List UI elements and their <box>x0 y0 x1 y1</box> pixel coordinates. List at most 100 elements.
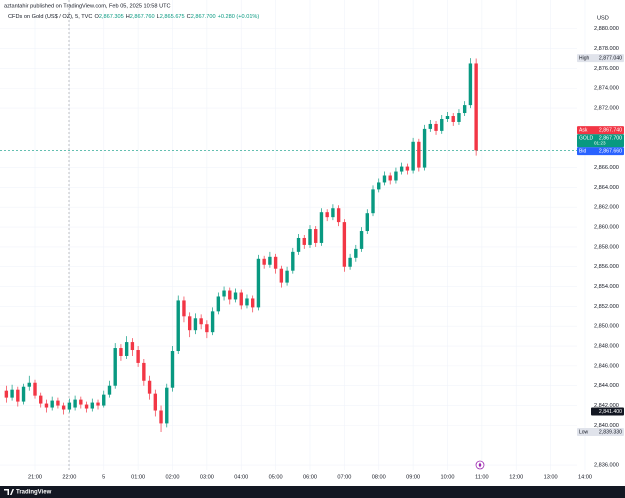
candle-body <box>365 213 369 232</box>
ohlc-key: O <box>94 14 99 20</box>
x-tick-label: 09:00 <box>406 474 420 480</box>
candle-body <box>142 362 146 381</box>
x-tick-label: 02:00 <box>165 474 179 480</box>
candle-body <box>302 237 306 245</box>
candle-body <box>107 385 112 395</box>
candle-body <box>457 113 461 122</box>
price-badge-name: Ask <box>579 127 588 133</box>
legend: CFDs on Gold (US$ / OZ), 5, TVC O2,867.30… <box>8 14 259 20</box>
candle-body <box>273 256 278 269</box>
x-tick-label: 22:00 <box>62 474 76 480</box>
candle-body <box>445 116 450 119</box>
y-tick-label: 2,836.000 <box>594 463 619 469</box>
candle-body <box>16 389 20 402</box>
y-tick-label: 2,878.000 <box>594 46 619 52</box>
candle-body <box>50 400 54 408</box>
candle-body <box>474 63 478 151</box>
price-badge <box>577 147 624 156</box>
candle-body <box>371 189 375 214</box>
y-tick-label: 2,872.000 <box>594 106 619 112</box>
candles <box>0 58 577 433</box>
ohlc-key: L <box>157 14 160 20</box>
candle-body <box>102 394 106 406</box>
footer-text: TradingView <box>16 490 52 496</box>
y-tick-label: 2,862.000 <box>594 205 619 211</box>
candle-body <box>124 342 129 356</box>
candle-body <box>314 229 318 243</box>
ohlc-value: 2,867.305 <box>99 14 124 20</box>
candle-body <box>159 410 163 424</box>
event-icon <box>475 460 485 470</box>
candle-body <box>377 182 381 190</box>
candle-body <box>251 298 255 308</box>
y-tick-label: 2,846.000 <box>594 363 619 369</box>
price-badge <box>577 126 624 135</box>
y-tick-label: 2,850.000 <box>594 324 619 330</box>
candle-body <box>147 380 152 394</box>
candle-body <box>405 166 410 171</box>
candle-body <box>382 175 387 183</box>
ohlc-key: H <box>126 14 130 20</box>
x-tick-label: 01:00 <box>131 474 145 480</box>
candle-body <box>119 348 123 356</box>
x-tick-label: 03:00 <box>200 474 214 480</box>
x-tick-label: 21:00 <box>28 474 42 480</box>
change: +0.280 (+0.01%) <box>218 14 260 20</box>
price-badge-value: 2,877.040 <box>599 55 622 61</box>
x-tick-label: 11:00 <box>475 474 489 480</box>
candle-body <box>73 399 77 408</box>
candle-body <box>4 390 9 398</box>
x-tick-label: 07:00 <box>337 474 351 480</box>
x-tick-label: 5 <box>102 474 105 480</box>
price-badge-name: GOLD <box>579 135 594 141</box>
y-tick-label: 2,858.000 <box>594 244 619 250</box>
price-badge <box>577 428 624 437</box>
candle-body <box>308 229 312 245</box>
x-tick-label: 05:00 <box>269 474 283 480</box>
candle-body <box>331 208 335 218</box>
candle-body <box>319 212 324 243</box>
ohlc-value: 2,867.700 <box>191 14 216 20</box>
candle-body <box>170 351 175 388</box>
candle-body <box>388 175 392 181</box>
candle-body <box>279 268 284 283</box>
candle-body <box>10 389 14 398</box>
y-tick-label: 2,842.000 <box>594 403 619 409</box>
candle-body <box>417 141 421 168</box>
x-tick-label: 04:00 <box>234 474 248 480</box>
price-badge-countdown: 01:23 <box>594 140 606 145</box>
y-tick-label: 2,854.000 <box>594 284 619 290</box>
candle-body <box>199 318 203 325</box>
candle-body <box>325 212 329 218</box>
candle-body <box>216 296 221 312</box>
y-tick-label: 2,856.000 <box>594 264 619 270</box>
ohlc-value: 2,867.760 <box>130 14 155 20</box>
currency: USD <box>597 15 609 21</box>
y-tick-label: 2,866.000 <box>594 165 619 171</box>
candle-body <box>33 382 37 396</box>
candle-body <box>187 316 192 331</box>
x-tick-label: 13:00 <box>544 474 558 480</box>
price-badge-value: 2,867.740 <box>599 127 622 133</box>
symbol: CFDs on Gold (US$ / OZ), 5, TVC <box>8 14 92 20</box>
candle-body <box>399 166 404 172</box>
price-badge-name: Bid <box>579 148 586 154</box>
price-badge-value: 2,867.700 <box>599 135 622 141</box>
candle-body <box>228 290 232 300</box>
candle-body <box>342 222 347 267</box>
candle-body <box>336 208 341 223</box>
y-tick-label: 2,874.000 <box>594 86 619 92</box>
candle-body <box>39 395 43 404</box>
price-axis: 2,836.000 2,840.000 2,842.000 2,844.000 2,84… <box>28 26 619 480</box>
candle-body <box>176 300 180 352</box>
price-badge <box>577 134 624 148</box>
candle-body <box>205 324 209 333</box>
candle-body <box>291 251 295 271</box>
y-tick-label: 2,844.000 <box>594 383 619 389</box>
candle-body <box>468 63 473 106</box>
candle-body <box>354 248 358 258</box>
y-tick-label: 2,848.000 <box>594 344 619 350</box>
candle-body <box>130 342 135 351</box>
candle-body <box>268 256 272 265</box>
candle-body <box>440 118 444 131</box>
